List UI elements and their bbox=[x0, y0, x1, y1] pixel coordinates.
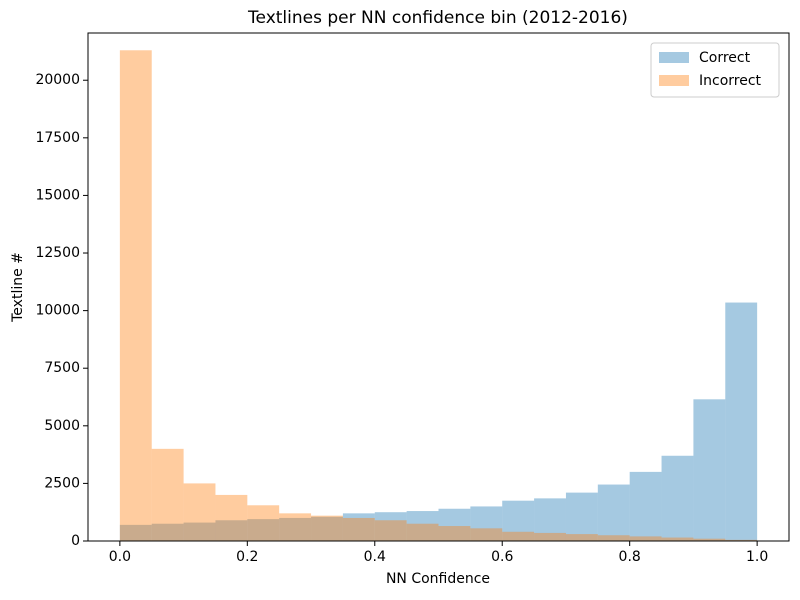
bar bbox=[374, 520, 407, 541]
x-tick-label: 0.0 bbox=[109, 549, 131, 565]
bar bbox=[247, 505, 280, 541]
bar bbox=[725, 539, 758, 541]
y-tick-label: 0 bbox=[71, 533, 80, 549]
x-tick-label: 0.4 bbox=[364, 549, 386, 565]
bar bbox=[534, 498, 566, 541]
bar bbox=[597, 535, 630, 541]
bar bbox=[279, 517, 312, 541]
bar bbox=[470, 506, 503, 541]
bar bbox=[279, 513, 312, 541]
bar bbox=[565, 534, 598, 541]
bar bbox=[151, 523, 184, 541]
bar bbox=[374, 512, 407, 541]
bar bbox=[438, 526, 471, 541]
bar bbox=[725, 302, 758, 541]
bar bbox=[215, 494, 248, 541]
plot-frame bbox=[87, 32, 790, 542]
y-tick-label: 17500 bbox=[35, 130, 80, 146]
bar bbox=[629, 536, 662, 541]
bar bbox=[502, 531, 535, 541]
legend-label: Incorrect bbox=[699, 73, 762, 89]
bar bbox=[534, 532, 566, 541]
y-tick-label: 2500 bbox=[44, 475, 80, 491]
bar bbox=[406, 523, 439, 541]
x-tick-label: 0.6 bbox=[491, 549, 513, 565]
x-axis-label: NN Confidence bbox=[386, 571, 490, 587]
bar bbox=[215, 520, 248, 541]
x-tick-label: 1.0 bbox=[746, 549, 768, 565]
bar bbox=[119, 50, 152, 542]
bar bbox=[502, 500, 535, 541]
bar bbox=[597, 484, 630, 541]
bar bbox=[119, 524, 152, 541]
x-tick-label: 0.8 bbox=[619, 549, 641, 565]
bar bbox=[311, 515, 343, 541]
y-tick-label: 12500 bbox=[35, 245, 80, 261]
bar bbox=[247, 519, 280, 541]
y-tick-label: 10000 bbox=[35, 303, 80, 319]
bar bbox=[342, 513, 375, 541]
bar bbox=[693, 399, 726, 541]
bar bbox=[151, 448, 184, 541]
x-tick-label: 0.2 bbox=[236, 549, 258, 565]
bar bbox=[438, 508, 471, 541]
bar bbox=[470, 528, 503, 541]
chart-title: Textlines per NN confidence bin (2012-20… bbox=[247, 8, 628, 28]
bar bbox=[693, 538, 726, 541]
bar bbox=[661, 537, 694, 541]
y-tick-label: 7500 bbox=[44, 360, 80, 376]
legend-swatch bbox=[659, 75, 689, 86]
y-tick-label: 5000 bbox=[44, 418, 80, 434]
bar bbox=[565, 492, 598, 541]
bar bbox=[183, 522, 216, 541]
bar bbox=[406, 511, 439, 541]
bar bbox=[342, 517, 375, 541]
legend-box bbox=[650, 42, 780, 98]
bar bbox=[661, 455, 694, 541]
y-tick-label: 15000 bbox=[35, 187, 80, 203]
legend-swatch bbox=[659, 52, 689, 63]
y-axis-label: Textline # bbox=[10, 252, 26, 323]
bar bbox=[629, 471, 662, 541]
legend-label: Correct bbox=[699, 50, 751, 66]
bar bbox=[183, 483, 216, 541]
y-tick-label: 20000 bbox=[35, 72, 80, 88]
bar bbox=[311, 516, 343, 541]
